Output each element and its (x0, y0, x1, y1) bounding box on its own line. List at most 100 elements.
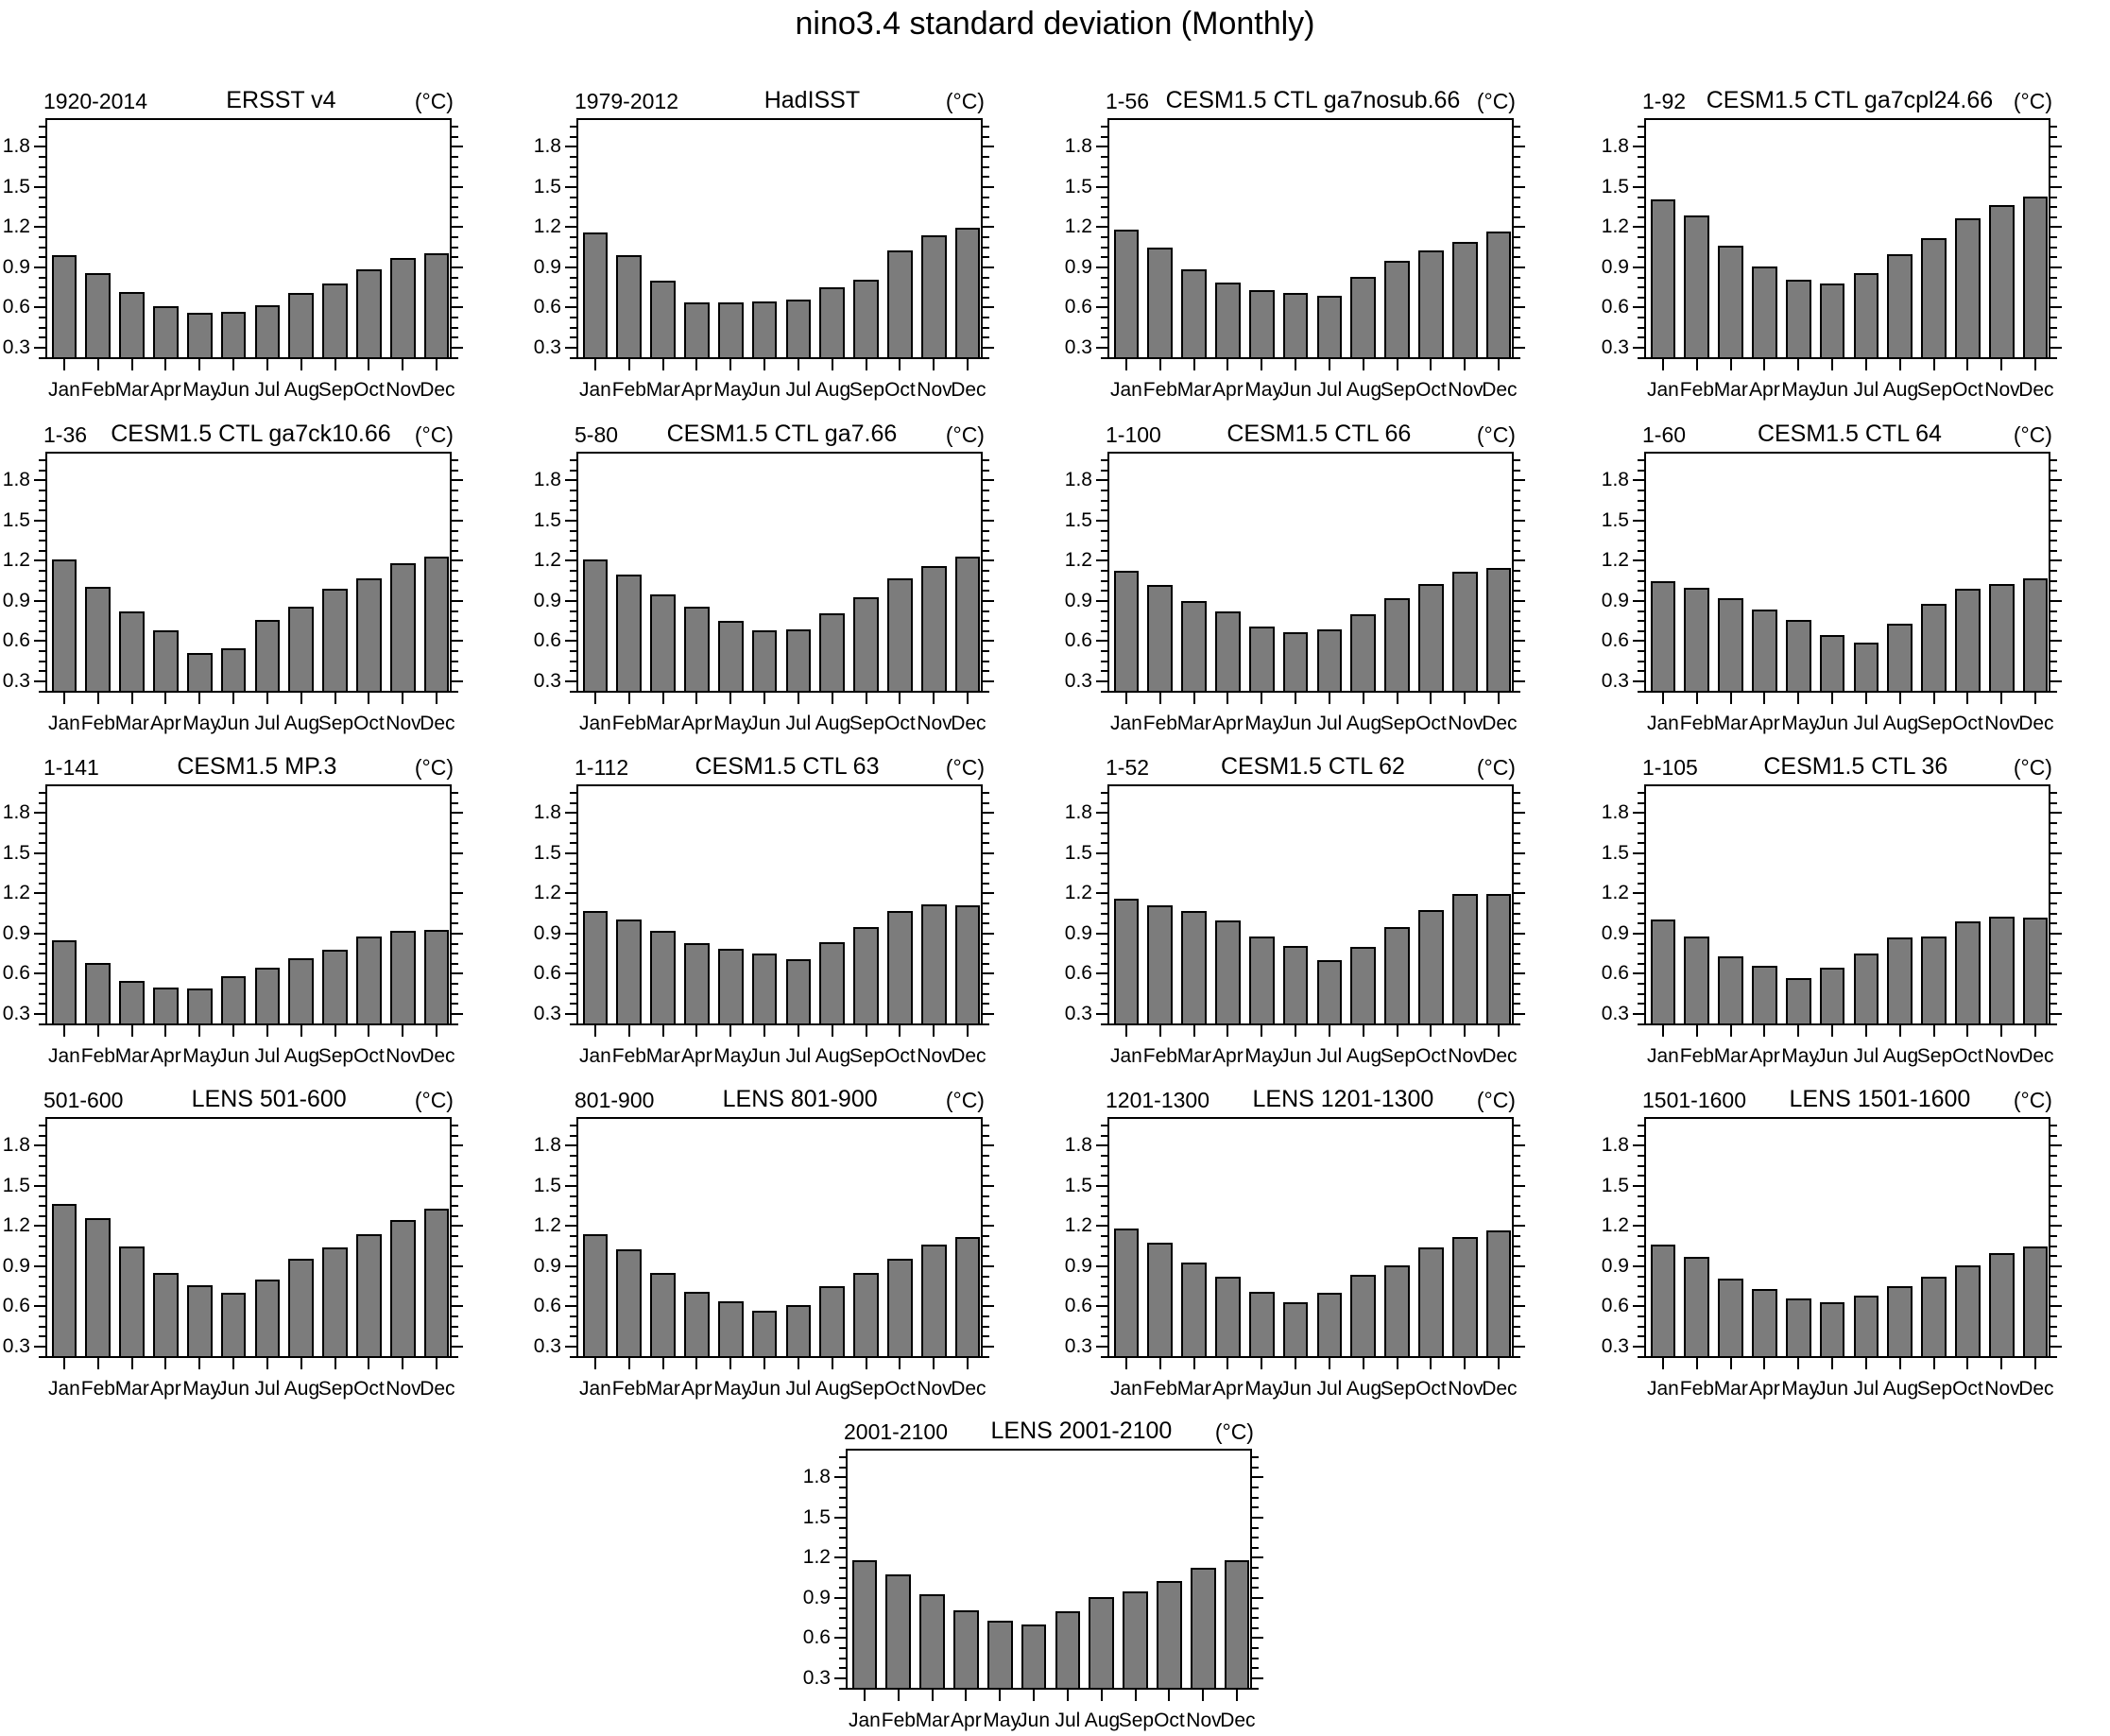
y-axis-minor-tick (1514, 1275, 1520, 1278)
y-axis-minor-tick (39, 942, 45, 945)
panel-header: 1920-2014 ERSST v4 (°C) (43, 82, 454, 114)
y-axis-label: 0.9 (533, 1254, 561, 1277)
y-axis-major-tick (2050, 146, 2062, 148)
y-axis-label: 1.5 (1064, 508, 1092, 531)
y-axis-major-tick (983, 185, 994, 188)
y-axis-major-tick (1096, 1305, 1107, 1308)
y-axis-major-tick (565, 640, 576, 643)
panel-title: LENS 801-900 (722, 1086, 878, 1112)
y-axis-minor-tick (39, 962, 45, 965)
bar-jul (1316, 960, 1343, 1023)
y-axis-label: 1.2 (1064, 215, 1092, 238)
y-axis-minor-tick (39, 570, 45, 572)
y-axis-minor-tick (2050, 912, 2057, 915)
y-axis-minor-tick (452, 1355, 458, 1358)
panel-title: HadISST (763, 87, 861, 113)
panel-header: 1-52 CESM1.5 CTL 62 (°C) (1106, 748, 1516, 781)
y-axis-major-tick (983, 812, 994, 815)
y-axis-major-tick (452, 1144, 463, 1147)
x-axis-tick (1797, 359, 1800, 370)
y-axis-major-tick (1514, 679, 1525, 682)
y-axis-minor-tick (1638, 1355, 1644, 1358)
bar-dec (1485, 231, 1512, 357)
y-axis-minor-tick (1638, 1335, 1644, 1338)
y-axis-minor-tick (452, 1325, 458, 1328)
y-axis-minor-tick (39, 1195, 45, 1197)
y-axis-minor-tick (2050, 206, 2057, 209)
y-axis-minor-tick (1514, 1023, 1520, 1025)
y-axis-major-tick (1633, 306, 1644, 309)
bar-oct (887, 578, 913, 691)
y-axis-minor-tick (1638, 629, 1644, 632)
y-axis-minor-tick (1638, 953, 1644, 955)
y-axis-minor-tick (570, 1175, 576, 1177)
y-axis-major-tick (565, 1184, 576, 1187)
x-axis-tick (368, 693, 370, 704)
x-axis-tick (334, 359, 336, 370)
y-axis-minor-tick (1514, 579, 1520, 582)
y-axis-minor-tick (983, 326, 989, 329)
panel-period-label: 1-105 (1642, 755, 1698, 780)
y-axis-minor-tick (452, 246, 458, 249)
bar-jun (1819, 1302, 1845, 1356)
bar-feb (1684, 1257, 1710, 1356)
y-axis-minor-tick (983, 196, 989, 198)
y-axis-major-tick (565, 226, 576, 229)
y-axis-label: 1.2 (1601, 549, 1629, 572)
x-axis-label: Aug (283, 1378, 320, 1400)
y-axis-minor-tick (570, 629, 576, 632)
x-axis-label: Nov (1984, 379, 2020, 401)
y-axis-major-tick (1633, 932, 1644, 935)
x-axis-label: Jan (1646, 713, 1679, 734)
y-axis-minor-tick (1638, 246, 1644, 249)
x-axis-tick (300, 693, 302, 704)
y-axis-minor-tick (1101, 1205, 1107, 1208)
y-axis-minor-tick (452, 215, 458, 218)
x-axis-tick (899, 359, 901, 370)
bar-aug (1350, 947, 1377, 1023)
bar-apr (684, 943, 710, 1023)
bar-nov (1451, 1236, 1478, 1356)
y-axis-minor-tick (1101, 801, 1107, 804)
y-axis-minor-tick (39, 660, 45, 662)
x-axis-label: Aug (1084, 1710, 1121, 1731)
x-axis-label: Mar (915, 1710, 950, 1731)
y-axis-minor-tick (1101, 1155, 1107, 1157)
y-axis-label: 1.5 (2, 508, 30, 531)
x-axis-label: Sep (1916, 379, 1953, 401)
y-axis-minor-tick (1638, 1275, 1644, 1278)
y-axis-major-tick (34, 1225, 45, 1228)
y-axis-minor-tick (1252, 1537, 1259, 1539)
x-axis-tick (1192, 693, 1195, 704)
y-axis-minor-tick (1101, 246, 1107, 249)
x-axis-label: Feb (611, 1045, 646, 1067)
x-axis-tick (1729, 1358, 1732, 1369)
panel-header: 1-141 CESM1.5 MP.3 (°C) (43, 748, 454, 781)
bar-mar (1718, 246, 1743, 357)
y-axis-minor-tick (570, 690, 576, 693)
y-axis-minor-tick (1514, 509, 1520, 512)
bar-aug (1350, 277, 1377, 357)
bar-nov (920, 1245, 947, 1356)
y-axis-minor-tick (1252, 1587, 1259, 1590)
x-axis-tick (436, 359, 438, 370)
bar-jul (785, 628, 812, 691)
y-axis-minor-tick (39, 1003, 45, 1006)
y-axis-label: 0.9 (1601, 921, 1629, 944)
y-axis-label: 0.6 (2, 962, 30, 985)
x-axis-label: Mar (1713, 1045, 1748, 1067)
x-axis-tick (933, 1025, 935, 1037)
y-axis-minor-tick (452, 872, 458, 875)
y-axis-major-tick (452, 1345, 463, 1348)
panel-period-label: 1920-2014 (43, 89, 147, 113)
bar-jan (51, 940, 77, 1023)
bar-jan (1650, 1245, 1676, 1356)
y-axis-minor-tick (983, 983, 989, 985)
y-axis-label: 0.9 (2, 921, 30, 944)
y-axis-minor-tick (1514, 1335, 1520, 1338)
bar-aug (819, 612, 846, 691)
bar-dec (1485, 1229, 1512, 1356)
y-axis-label: 1.8 (1601, 801, 1629, 824)
x-axis-tick (1168, 1690, 1171, 1701)
y-axis-label: 0.3 (2, 669, 30, 692)
